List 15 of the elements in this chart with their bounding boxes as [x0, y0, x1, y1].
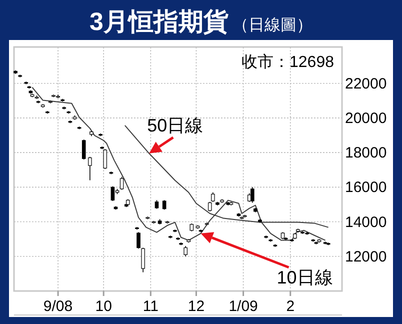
x-tick-label: 1/09: [228, 298, 258, 315]
y-tick-label: 18000: [345, 144, 387, 162]
y-tick-label: 22000: [345, 75, 387, 92]
y-tick-label: 12000: [345, 248, 387, 266]
y-tick-label: 16000: [345, 179, 387, 196]
y-tick-label: 20000: [345, 110, 387, 127]
x-tick-label: 9/08: [43, 298, 73, 315]
x-tick-label: 10: [95, 298, 112, 315]
x-tick-label: 12: [188, 298, 205, 315]
chart-subtitle: （日線圖）: [232, 17, 312, 34]
annotation: 收市：12698: [242, 53, 334, 71]
chart-title: 3月恒指期貨: [90, 8, 228, 36]
y-tick-label: 14000: [345, 214, 387, 231]
x-tick-label: 2: [286, 298, 295, 315]
x-tick-label: 11: [142, 298, 158, 315]
